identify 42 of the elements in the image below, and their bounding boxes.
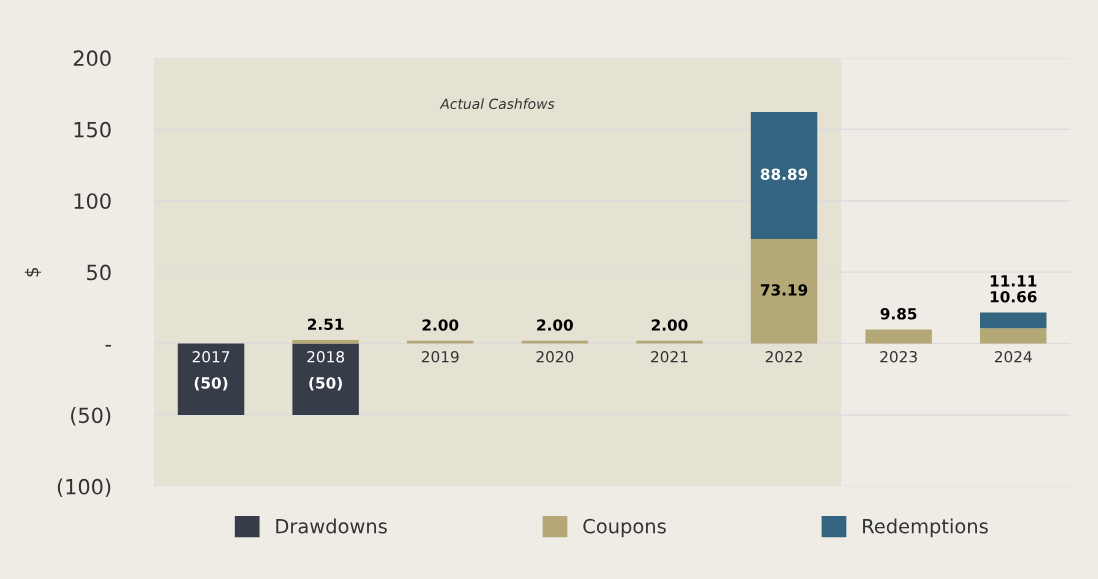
bar: [636, 340, 703, 344]
data-label: 2.51: [307, 318, 344, 331]
data-label: 2.00: [537, 319, 573, 331]
x-tick-label: 2021: [651, 350, 688, 363]
bar: [750, 112, 818, 240]
y-tick-label: -: [105, 344, 112, 347]
bar: [406, 340, 474, 344]
bar: [521, 340, 589, 344]
legend-label: Redemptions: [863, 518, 988, 538]
x-tick-label: 2019: [421, 350, 459, 363]
legend-label: Coupons: [583, 518, 666, 538]
x-tick-label: 2024: [994, 350, 1032, 363]
x-tick-label: 2023: [880, 350, 917, 363]
bar: [292, 343, 359, 415]
bar: [292, 339, 359, 344]
data-label: 9.85: [880, 308, 917, 320]
y-tick-label: 150: [74, 121, 111, 138]
data-label: 11.11: [990, 275, 1037, 287]
data-label: (50): [194, 376, 228, 391]
x-tick-label: 2022: [765, 350, 802, 363]
y-tick-label: (100): [57, 478, 111, 498]
data-label: 10.66: [990, 290, 1037, 303]
bar: [980, 312, 1047, 329]
data-label: 88.89: [760, 168, 808, 180]
x-tick-label: 2020: [536, 350, 574, 363]
data-label: 2.00: [422, 319, 459, 331]
band-label: Actual Cashfows: [439, 98, 555, 110]
data-label: (50): [309, 376, 342, 391]
y-tick-label: (50): [71, 407, 111, 426]
x-tick-label: 2017: [192, 350, 230, 363]
data-label: 2.00: [651, 319, 688, 331]
y-tick-label: 100: [74, 193, 111, 209]
y-tick-label: 50: [87, 264, 111, 281]
y-tick-label: 200: [73, 50, 111, 67]
data-label: 73.19: [760, 284, 808, 296]
bar: [980, 328, 1047, 344]
x-tick-label: 2018: [307, 350, 345, 363]
legend-label: Drawdowns: [276, 518, 387, 534]
bar: [750, 239, 818, 344]
bar: [177, 343, 245, 415]
y-axis-title: $: [24, 267, 42, 277]
bar: [865, 329, 932, 344]
